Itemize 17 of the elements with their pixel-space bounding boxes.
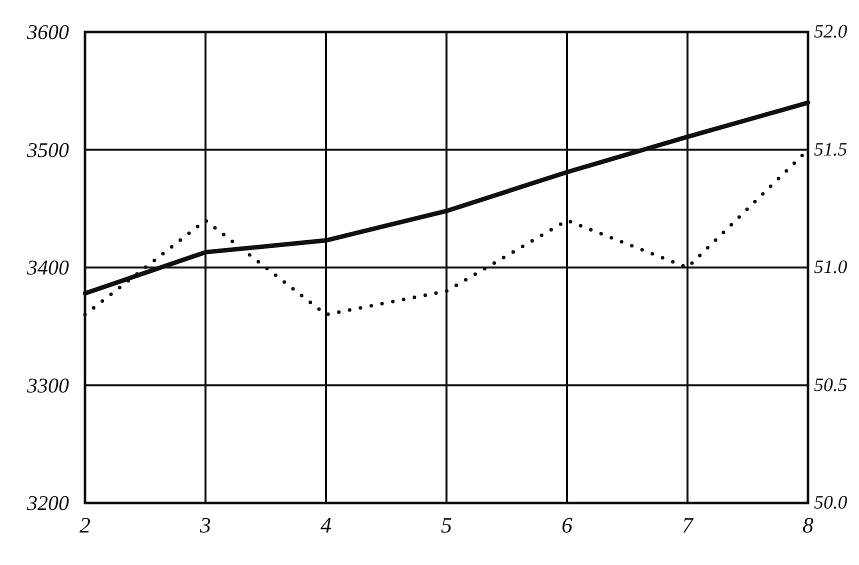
y2-tick-label: 50.0 <box>814 492 848 514</box>
y-tick-label: 3300 <box>26 373 70 398</box>
x-tick-label: 2 <box>80 512 90 538</box>
y-tick-label: 3400 <box>26 256 70 280</box>
x-tick-label: 3 <box>199 512 211 538</box>
y-tick-label: 3200 <box>26 491 70 515</box>
y2-tick-label: 52.0 <box>814 22 848 42</box>
x-tick-label: 4 <box>320 512 332 538</box>
y2-tick-label: 51.0 <box>814 257 848 278</box>
x-tick-label: 6 <box>562 512 572 538</box>
y2-tick-label: 50.5 <box>814 374 848 396</box>
y2-tick-label: 51.5 <box>814 139 848 160</box>
y-tick-label: 3500 <box>26 138 70 162</box>
y-tick-label: 3600 <box>26 20 70 44</box>
x-tick-label: 5 <box>441 512 452 538</box>
x-tick-label: 7 <box>682 512 694 538</box>
x-tick-label: 8 <box>802 512 814 538</box>
